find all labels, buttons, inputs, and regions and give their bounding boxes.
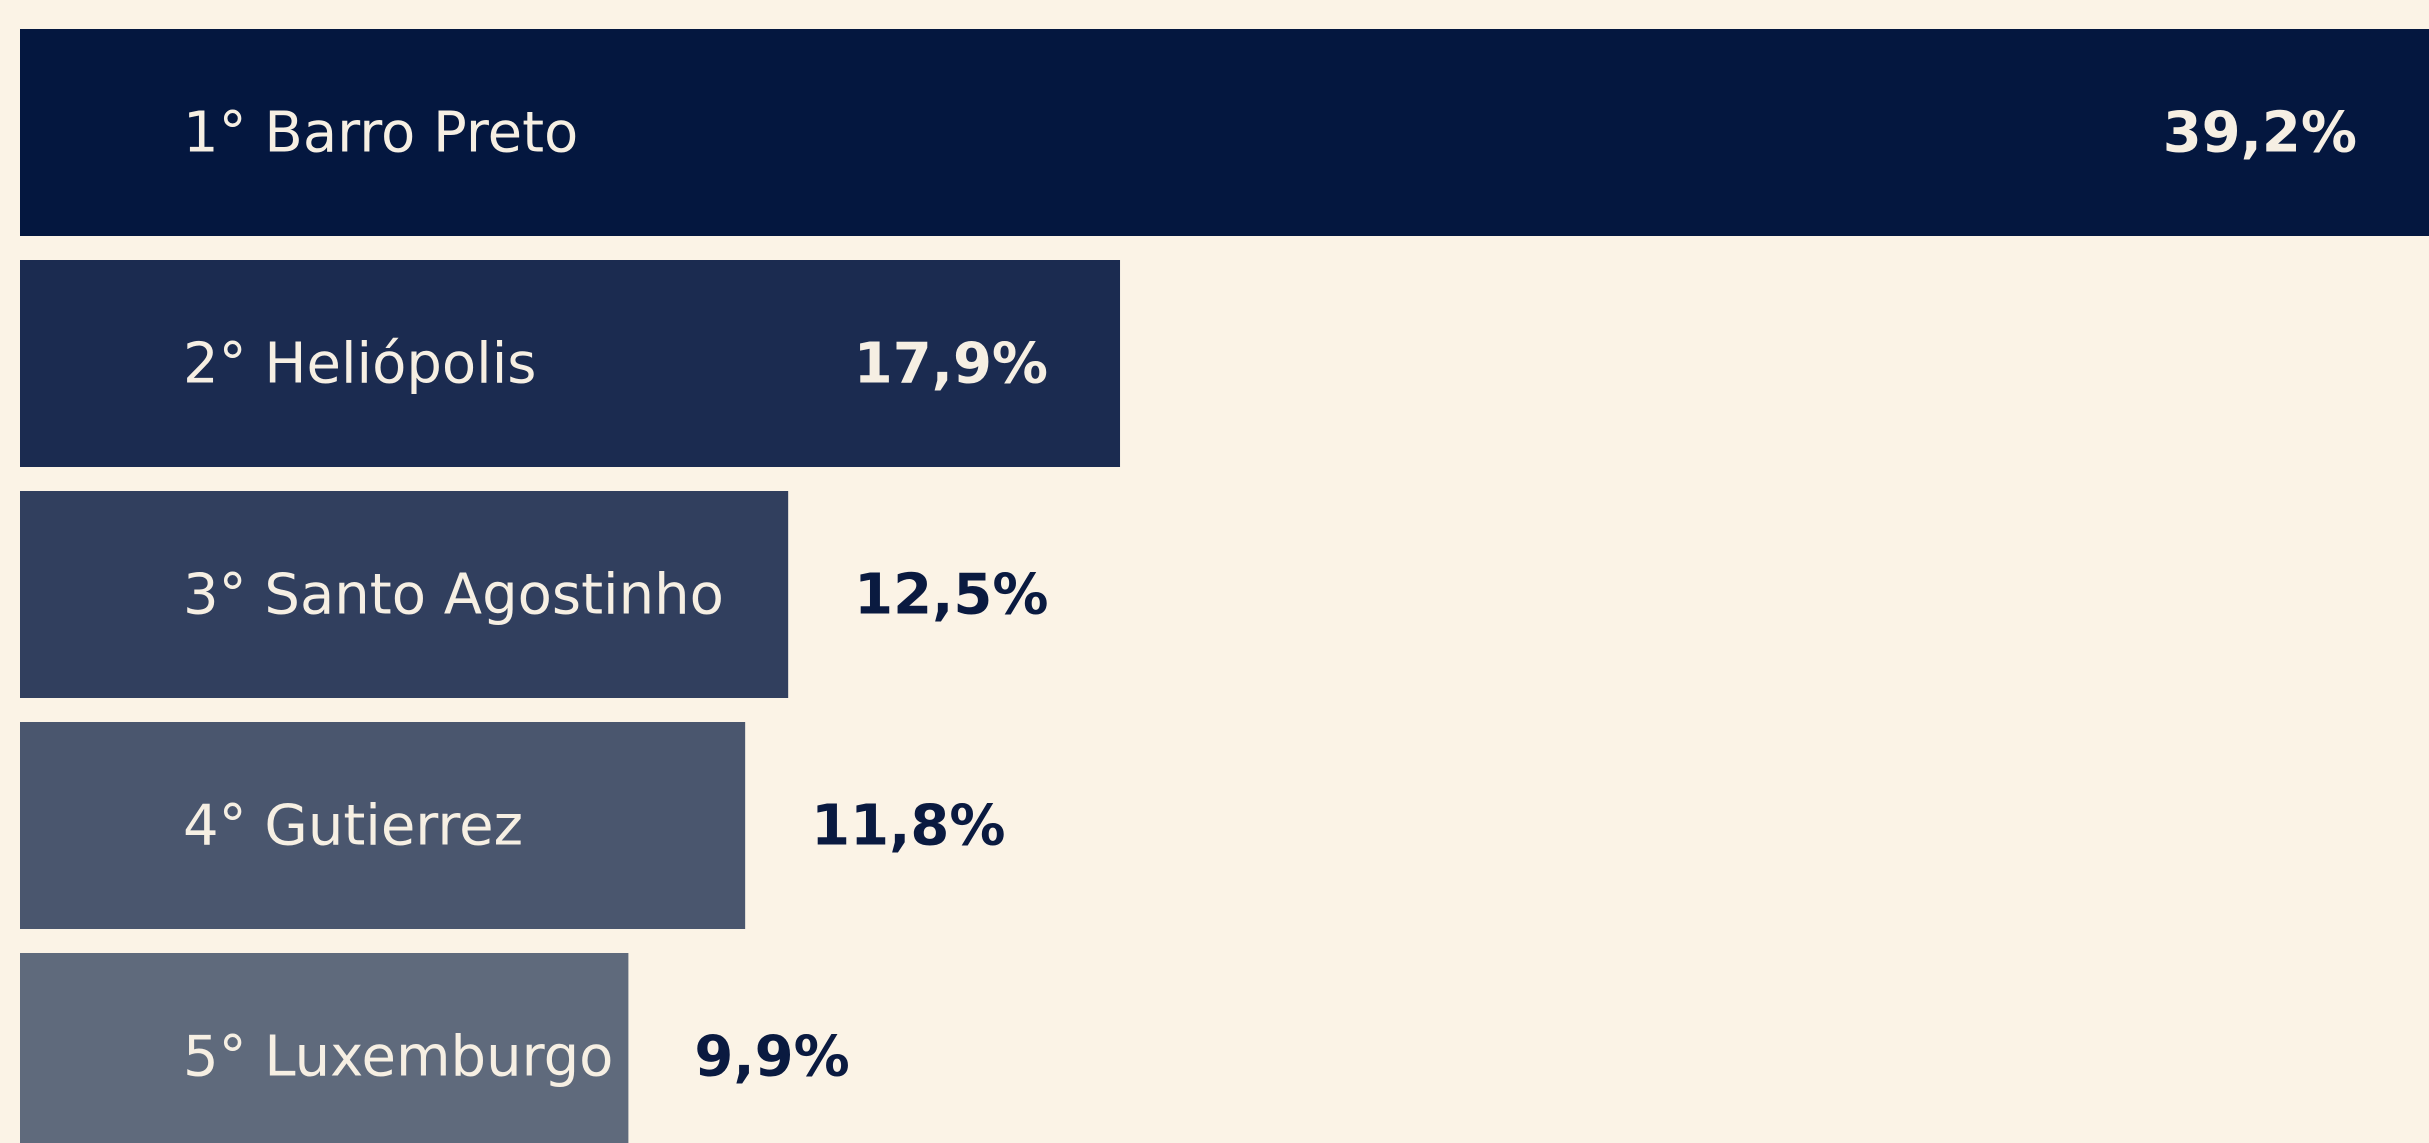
category-label: 3° Santo Agostinho [183, 563, 724, 628]
bar [20, 29, 2429, 236]
value-label: 11,8% [811, 794, 1005, 859]
bar [20, 953, 629, 1143]
value-label: 9,9% [694, 1025, 849, 1090]
bar [20, 491, 789, 698]
bar [20, 722, 746, 929]
category-label: 1° Barro Preto [183, 101, 578, 166]
category-label: 4° Gutierrez [183, 794, 523, 859]
value-label: 17,9% [854, 332, 1048, 397]
value-label: 12,5% [854, 563, 1048, 628]
value-label: 39,2% [2163, 101, 2357, 166]
bar [20, 260, 1121, 467]
category-label: 5° Luxemburgo [183, 1025, 613, 1090]
category-label: 2° Heliópolis [183, 332, 536, 397]
